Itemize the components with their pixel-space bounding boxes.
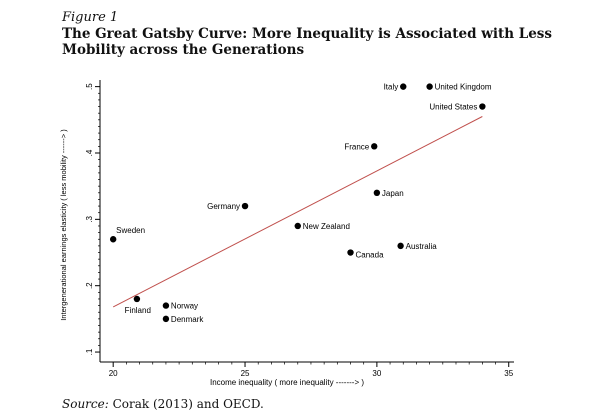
- point-united-states: [479, 103, 486, 110]
- point-germany: [241, 202, 249, 210]
- point-label-new-zealand: New Zealand: [303, 222, 350, 231]
- y-tick-label: .3: [85, 215, 94, 222]
- point-label-united-kingdom: United Kingdom: [435, 83, 492, 92]
- point-label-denmark: Denmark: [171, 315, 204, 324]
- point-canada: [347, 249, 354, 256]
- y-tick-label: .5: [85, 83, 94, 90]
- point-united-kingdom: [426, 83, 433, 90]
- y-tick-label: .4: [85, 149, 94, 156]
- point-sweden: [109, 236, 117, 243]
- x-tick-label: 20: [109, 369, 118, 378]
- fit-line: [112, 116, 483, 308]
- y-tick-label: .2: [85, 282, 94, 289]
- point-france: [371, 143, 378, 150]
- point-finland: [133, 295, 141, 303]
- point-label-france: France: [344, 142, 369, 151]
- point-label-australia: Australia: [406, 242, 438, 251]
- scatter-chart: .1 .2 .3 .4 .5 20 25 30 35 Income inequality ( mo…: [59, 80, 514, 387]
- x-axis-label: Income inequality ( more inequality ----…: [210, 378, 364, 387]
- y-axis-label: Intergenerational earnings elasticity ( …: [59, 129, 68, 321]
- x-tick-label: 35: [504, 369, 513, 378]
- point-label-united-states: United States: [429, 103, 477, 112]
- point-label-finland: Finland: [125, 306, 151, 315]
- point-label-germany: Germany: [207, 202, 240, 211]
- point-denmark: [162, 315, 170, 323]
- point-label-norway: Norway: [171, 302, 198, 311]
- point-label-italy: Italy: [384, 83, 399, 92]
- source-label: Source:: [62, 397, 109, 411]
- point-new-zealand: [294, 222, 301, 230]
- point-australia: [397, 242, 404, 250]
- point-japan: [373, 189, 381, 196]
- source-text: Corak (2013) and OECD.: [112, 397, 264, 411]
- figure-label: Figure 1: [62, 10, 119, 25]
- source-note: Source: Corak (2013) and OECD.: [62, 397, 264, 411]
- point-norway: [162, 302, 170, 309]
- point-label-japan: Japan: [382, 189, 404, 198]
- point-label-sweden: Sweden: [116, 226, 145, 235]
- chart-title: The Great Gatsby Curve: More Inequality …: [62, 26, 553, 58]
- x-tick-label: 25: [241, 369, 250, 378]
- point-italy: [400, 83, 407, 90]
- y-tick-label: .1: [85, 348, 94, 355]
- x-tick-label: 30: [372, 369, 381, 378]
- point-label-canada: Canada: [356, 251, 385, 260]
